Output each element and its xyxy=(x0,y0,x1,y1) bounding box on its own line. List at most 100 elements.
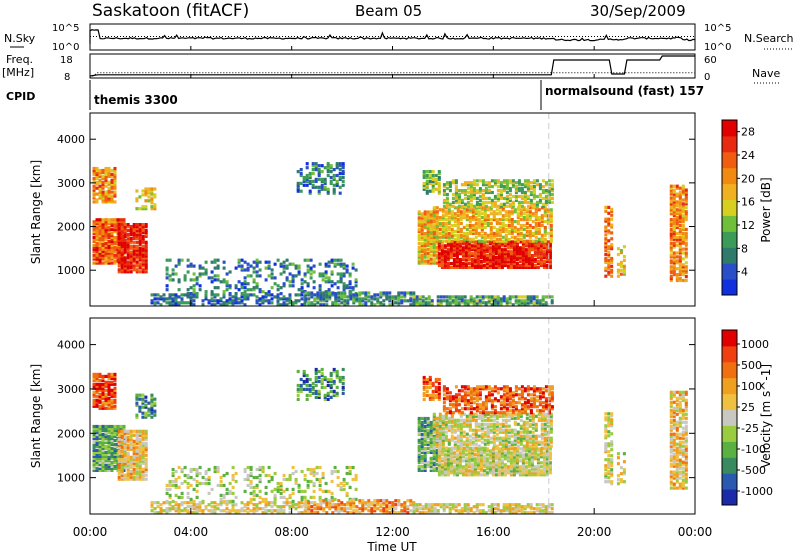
power-cell xyxy=(336,258,340,262)
velocity-cell xyxy=(426,422,430,427)
power-cell xyxy=(469,185,473,189)
velocity-cell xyxy=(117,463,121,467)
power-cell xyxy=(328,297,332,301)
power-cell xyxy=(421,301,425,305)
velocity-cell xyxy=(304,507,308,511)
velocity-cell xyxy=(95,384,99,388)
velocity-cell xyxy=(129,471,133,475)
power-cbar-swatch xyxy=(722,231,737,248)
power-cell xyxy=(144,242,148,246)
power-cell xyxy=(313,299,317,303)
power-cell xyxy=(549,239,553,243)
power-cell xyxy=(168,301,172,305)
velocity-cell xyxy=(424,511,428,515)
power-cell xyxy=(165,301,169,305)
power-cell xyxy=(95,186,99,190)
power-cell xyxy=(476,254,480,258)
power-cell xyxy=(478,179,482,183)
power-cell xyxy=(458,263,462,268)
power-cell xyxy=(422,181,426,185)
velocity-cell xyxy=(326,393,330,397)
power-cell xyxy=(101,218,105,222)
velocity-cell xyxy=(320,371,324,376)
power-cell xyxy=(429,226,433,230)
power-cell xyxy=(429,253,433,257)
power-cell xyxy=(532,301,536,305)
velocity-cell xyxy=(198,503,202,507)
power-cell xyxy=(515,254,519,258)
power-cell xyxy=(92,232,96,236)
power-cell xyxy=(497,265,501,269)
power-cell xyxy=(192,284,196,288)
power-cell xyxy=(526,303,530,307)
power-cell xyxy=(493,194,497,199)
power-cell xyxy=(517,303,521,307)
power-cell xyxy=(681,202,685,206)
power-cell xyxy=(526,297,530,301)
velocity-cell xyxy=(261,507,265,511)
power-cell xyxy=(524,261,528,266)
power-cell xyxy=(255,282,259,286)
velocity-cell xyxy=(92,430,96,435)
power-cell xyxy=(144,228,148,233)
power-cell xyxy=(261,301,265,305)
power-cell xyxy=(672,263,676,267)
power-cell xyxy=(101,245,105,249)
power-cell xyxy=(291,284,295,288)
velocity-cell xyxy=(288,475,292,480)
velocity-cell xyxy=(92,466,96,470)
power-cell xyxy=(294,266,298,270)
velocity-cell xyxy=(302,371,306,376)
power-cell xyxy=(450,231,454,235)
velocity-cell xyxy=(435,456,439,460)
power-cell xyxy=(314,185,318,189)
velocity-cell xyxy=(505,509,509,513)
power-cell xyxy=(537,229,541,233)
velocity-cell xyxy=(312,489,316,493)
power-cell xyxy=(276,303,280,307)
power-cell xyxy=(144,205,148,209)
power-cell xyxy=(429,239,433,243)
velocity-cell xyxy=(420,416,424,421)
power-cell xyxy=(417,255,421,259)
velocity-cell xyxy=(95,432,99,437)
power-cell xyxy=(481,196,485,200)
power-cell xyxy=(510,231,514,235)
power-cell xyxy=(98,251,102,255)
power-cell xyxy=(310,303,314,307)
velocity-cell xyxy=(435,466,439,470)
power-cell xyxy=(417,212,421,216)
power-cell xyxy=(478,295,482,299)
power-cell xyxy=(461,265,465,269)
power-cell xyxy=(509,242,513,246)
velocity-cell xyxy=(264,505,268,509)
velocity-cell xyxy=(442,507,446,511)
power-cell xyxy=(138,230,142,235)
velocity-cell xyxy=(309,469,313,474)
power-cell xyxy=(426,243,430,247)
power-cell xyxy=(672,235,676,239)
power-cell xyxy=(420,255,424,259)
velocity-cell xyxy=(107,442,111,446)
power-cell xyxy=(326,187,330,191)
power-cell xyxy=(441,223,445,228)
velocity-cell xyxy=(186,511,190,515)
power-cell xyxy=(110,235,114,240)
velocity-cell xyxy=(538,511,542,515)
power-cell xyxy=(101,239,105,243)
power-cell xyxy=(312,270,316,274)
power-cell xyxy=(95,180,99,184)
power-cell xyxy=(527,242,531,246)
velocity-cell xyxy=(132,457,136,461)
power-cell xyxy=(484,301,488,305)
velocity-cell xyxy=(418,511,422,515)
power-cell xyxy=(481,189,485,193)
power-cell xyxy=(119,220,123,224)
power-cell xyxy=(488,248,492,252)
power-cell xyxy=(123,234,127,238)
power-cell xyxy=(545,248,549,252)
power-cell xyxy=(92,261,96,265)
velocity-cell xyxy=(213,501,217,505)
velocity-cell xyxy=(192,507,196,511)
power-cell xyxy=(497,246,501,250)
